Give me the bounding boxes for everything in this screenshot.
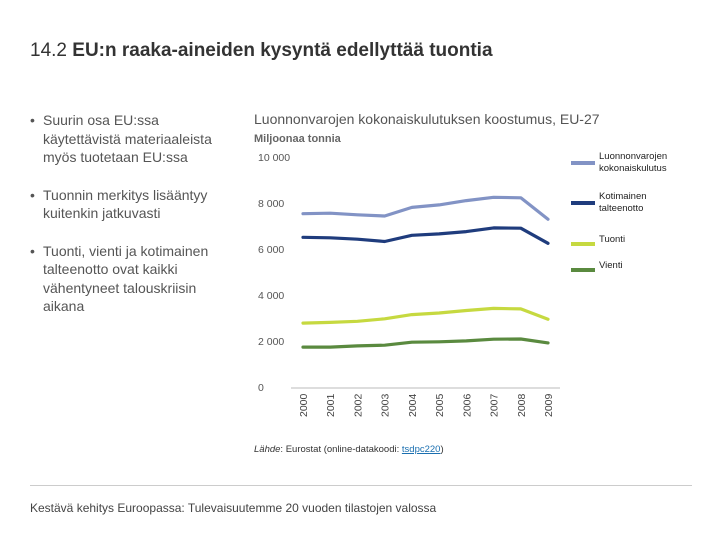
y-tick-label: 6 000 bbox=[258, 244, 284, 256]
x-tick-label: 2006 bbox=[461, 393, 473, 417]
source-note: Lähde: Eurostat (online-datakoodi: tsdpc… bbox=[254, 444, 444, 455]
bullet-item: Tuonti, vienti ja kotimainen talteenotto… bbox=[30, 242, 240, 316]
legend-label: talteenotto bbox=[599, 203, 643, 214]
legend-label: Kotimainen bbox=[599, 191, 647, 202]
y-axis-unit-label: Miljoonaa tonnia bbox=[254, 133, 341, 145]
dataset-code-link[interactable]: tsdpc220 bbox=[401, 444, 441, 455]
legend-label: Luonnonvarojen bbox=[599, 151, 667, 162]
y-tick-label: 4 000 bbox=[258, 290, 284, 302]
x-tick-label: 2009 bbox=[543, 393, 555, 417]
x-tick-label: 2005 bbox=[434, 393, 446, 417]
x-tick-label: 2003 bbox=[380, 393, 392, 417]
series-line bbox=[301, 226, 550, 245]
y-tick-label: 2 000 bbox=[258, 336, 284, 348]
series-line bbox=[301, 306, 550, 325]
series-line bbox=[301, 337, 550, 349]
page-title: 14.2 EU:n raaka-aineiden kysyntä edellyt… bbox=[30, 40, 493, 61]
y-tick-label: 10 000 bbox=[258, 152, 290, 164]
legend-label: Tuonti bbox=[599, 234, 625, 245]
bullet-item: Tuonnin merkitys lisääntyy kuitenkin jat… bbox=[30, 186, 240, 223]
footer-text: Kestävä kehitys Euroopassa: Tulevaisuute… bbox=[30, 501, 437, 515]
bullet-item: Suurin osa EU:ssa käytettävistä materiaa… bbox=[30, 111, 240, 167]
x-tick-label: 2004 bbox=[407, 393, 419, 417]
y-tick-label: 0 bbox=[258, 382, 264, 394]
y-axis-ticks: 0 2 000 4 000 6 000 8 000 10 000 bbox=[258, 152, 290, 394]
series-line bbox=[301, 195, 550, 221]
chart-title: Luonnonvarojen kokonaiskulutuksen koostu… bbox=[254, 111, 600, 127]
series-lines bbox=[301, 195, 550, 349]
legend-label: Vienti bbox=[599, 260, 623, 271]
x-tick-label: 2000 bbox=[298, 393, 310, 417]
x-tick-label: 2007 bbox=[489, 393, 501, 417]
x-tick-label: 2001 bbox=[325, 393, 337, 417]
legend-label: kokonaiskulutus bbox=[599, 163, 667, 174]
x-tick-label: 2008 bbox=[516, 393, 528, 417]
bullet-list: Suurin osa EU:ssa käytettävistä materiaa… bbox=[30, 111, 240, 335]
x-tick-label: 2002 bbox=[352, 393, 364, 417]
x-axis-ticks: 2000 2001 2002 2003 2004 2005 2006 2007 2008 2009 bbox=[298, 393, 555, 417]
y-tick-label: 8 000 bbox=[258, 198, 284, 210]
footer-divider bbox=[30, 485, 692, 486]
